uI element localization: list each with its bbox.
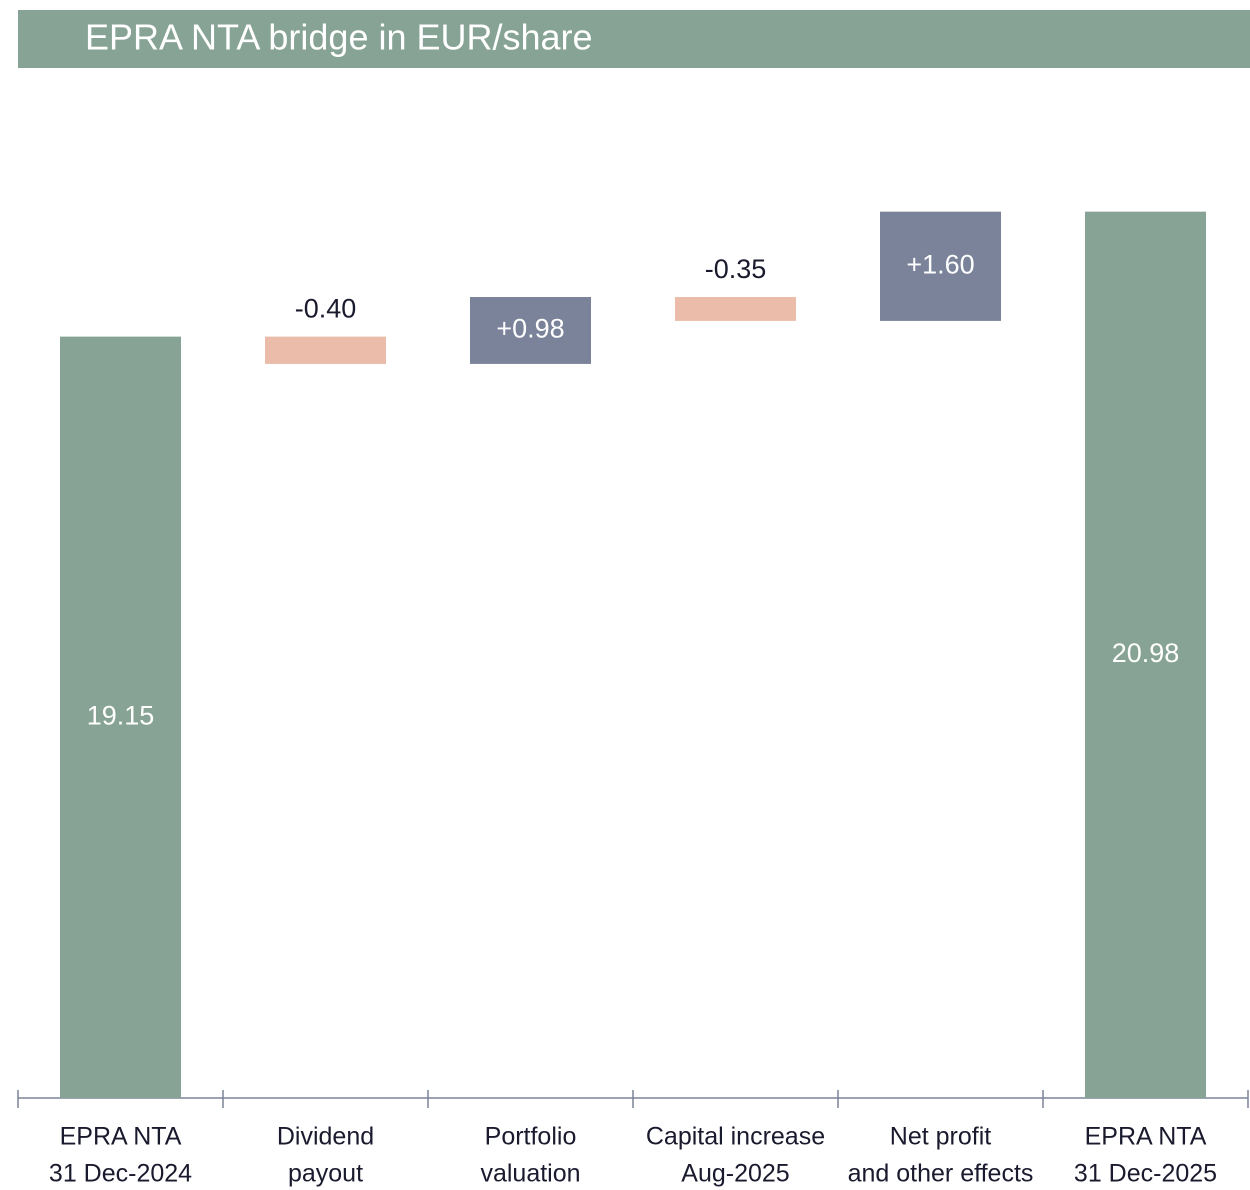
x-tick-label: Aug-2025 (681, 1160, 789, 1188)
x-tick-label: payout (288, 1160, 363, 1188)
bar (675, 297, 796, 321)
x-tick-label: and other effects (848, 1160, 1034, 1188)
x-tick-label: Dividend (277, 1123, 374, 1151)
value-label: 19.15 (87, 700, 155, 730)
bar (470, 297, 591, 364)
x-tick-label: Net profit (890, 1123, 991, 1151)
chart-title: EPRA NTA bridge in EUR/share (85, 17, 593, 58)
value-label: -0.35 (705, 254, 767, 284)
value-label: 20.98 (1112, 638, 1180, 668)
x-tick-label: 31 Dec-2024 (49, 1160, 192, 1188)
x-tick-label: EPRA NTA (60, 1123, 182, 1151)
value-label: -0.40 (295, 294, 357, 324)
bar (60, 336, 181, 1099)
value-label: +0.98 (496, 314, 564, 344)
bar (1085, 211, 1206, 1098)
bar (880, 211, 1001, 321)
value-label: +1.60 (906, 249, 974, 279)
title-band (18, 10, 1250, 68)
x-tick-label: valuation (480, 1160, 580, 1188)
x-tick-label: Capital increase (646, 1123, 825, 1151)
x-tick-label: EPRA NTA (1085, 1123, 1207, 1151)
x-tick-label: Portfolio (485, 1123, 577, 1151)
x-tick-label: 31 Dec-2025 (1074, 1160, 1217, 1188)
bar (265, 336, 386, 364)
